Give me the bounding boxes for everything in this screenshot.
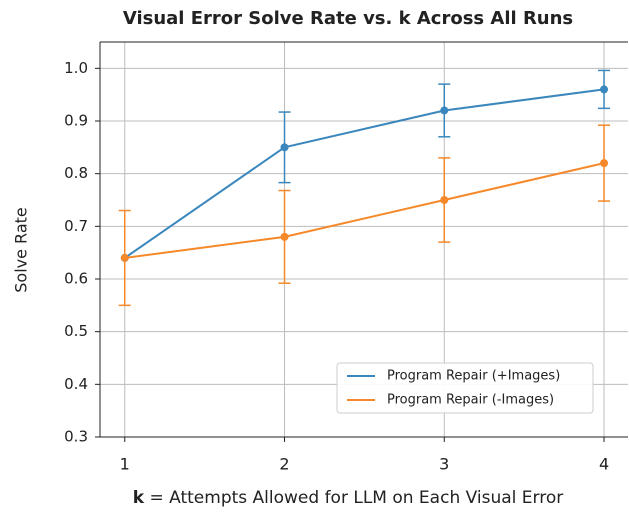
y-tick-label: 0.5 xyxy=(64,322,88,340)
x-axis-label-bold: k xyxy=(133,488,145,508)
legend-label: Program Repair (-Images) xyxy=(387,393,554,408)
legend-box xyxy=(336,362,594,414)
y-axis-label: Solve Rate xyxy=(12,207,31,292)
data-point xyxy=(440,106,449,115)
x-tick-label: 2 xyxy=(279,455,289,474)
y-tick-label: 0.3 xyxy=(64,428,88,446)
chart-title: Visual Error Solve Rate vs. k Across All… xyxy=(123,8,573,29)
y-tick-label: 0.7 xyxy=(64,217,88,235)
y-tick-label: 0.6 xyxy=(64,270,88,288)
data-point xyxy=(600,159,609,168)
series-line xyxy=(124,88,605,259)
data-point xyxy=(600,85,609,94)
y-tick-label: 0.9 xyxy=(64,112,88,130)
data-point xyxy=(120,253,129,262)
data-point xyxy=(440,196,449,204)
y-tick-label: 1.0 xyxy=(64,59,88,77)
x-tick-label: 1 xyxy=(120,455,130,474)
x-axis-label: k = Attempts Allowed for LLM on Each Vis… xyxy=(133,488,563,508)
y-tick-label: 0.8 xyxy=(64,164,88,182)
x-axis-label-rest: = Attempts Allowed for LLM on Each Visua… xyxy=(149,488,563,508)
x-tick-label: 3 xyxy=(439,455,449,474)
x-tick-label: 4 xyxy=(599,455,609,474)
y-tick-label: 0.4 xyxy=(64,375,88,393)
legend-label: Program Repair (+Images) xyxy=(387,369,560,384)
data-point xyxy=(280,143,289,152)
series-line xyxy=(124,162,605,259)
data-point xyxy=(280,232,289,241)
